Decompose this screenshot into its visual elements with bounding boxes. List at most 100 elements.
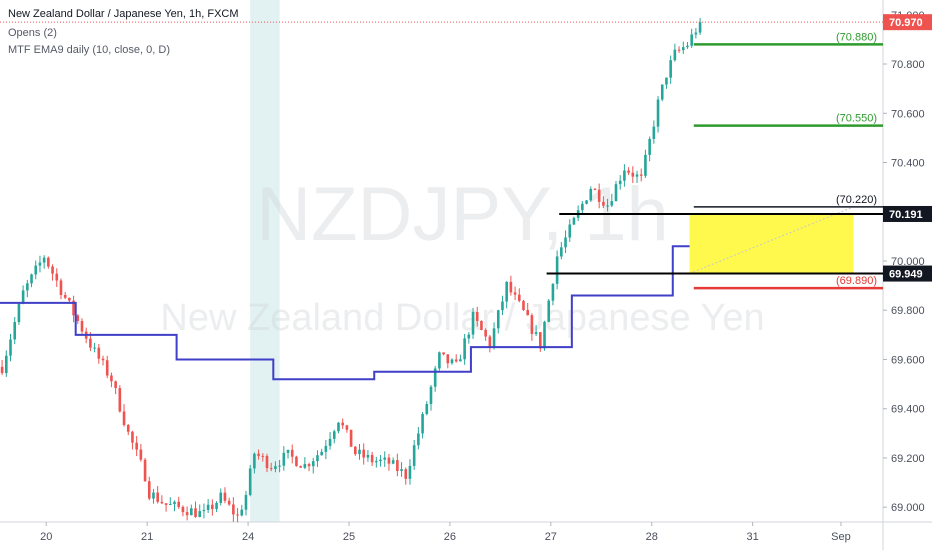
candle-bear[interactable]	[627, 170, 630, 173]
candle-bear[interactable]	[227, 500, 231, 505]
candle-bull[interactable]	[168, 504, 172, 506]
candle-bull[interactable]	[644, 154, 647, 176]
candle-bear[interactable]	[269, 468, 273, 470]
candle-bear[interactable]	[488, 336, 492, 348]
candle-bear[interactable]	[47, 257, 50, 267]
candle-bull[interactable]	[459, 359, 462, 362]
candle-bull[interactable]	[610, 201, 614, 206]
candle-bull[interactable]	[555, 256, 559, 284]
candle-bull[interactable]	[375, 461, 378, 463]
candle-bull[interactable]	[505, 281, 508, 302]
candle-bear[interactable]	[526, 310, 530, 316]
candle-bear[interactable]	[118, 388, 122, 412]
candle-bear[interactable]	[194, 508, 197, 517]
candle-bull[interactable]	[9, 339, 12, 356]
candle-bear[interactable]	[177, 501, 181, 507]
candle-bear[interactable]	[513, 292, 517, 295]
candle-bear[interactable]	[122, 411, 126, 426]
candle-bull[interactable]	[316, 455, 319, 462]
candle-bull[interactable]	[324, 445, 328, 452]
candle-bear[interactable]	[593, 188, 597, 190]
candle-bull[interactable]	[320, 451, 323, 456]
candle-bull[interactable]	[278, 465, 281, 467]
candle-bull[interactable]	[26, 283, 29, 291]
candle-bull[interactable]	[34, 265, 38, 275]
candle-bear[interactable]	[677, 49, 681, 51]
candle-bull[interactable]	[673, 49, 677, 61]
entry-zone[interactable]	[689, 213, 854, 274]
candle-bull[interactable]	[467, 334, 471, 339]
candle-bear[interactable]	[387, 457, 391, 464]
candle-bull[interactable]	[501, 301, 504, 311]
candle-bull[interactable]	[206, 504, 210, 510]
candle-bull[interactable]	[572, 217, 576, 225]
candle-bear[interactable]	[76, 315, 80, 321]
candle-bull[interactable]	[623, 170, 626, 181]
candle-bear[interactable]	[211, 504, 214, 510]
candle-bear[interactable]	[51, 266, 54, 274]
candle-bear[interactable]	[597, 189, 601, 202]
candle-bull[interactable]	[5, 355, 8, 374]
candle-bear[interactable]	[345, 425, 349, 430]
candle-bull[interactable]	[635, 174, 639, 177]
candle-bull[interactable]	[492, 328, 496, 348]
candle-bear[interactable]	[396, 460, 399, 471]
candle-bear[interactable]	[484, 329, 487, 337]
candle-bull[interactable]	[240, 509, 244, 516]
candle-bear[interactable]	[480, 320, 483, 330]
candle-bull[interactable]	[463, 338, 466, 360]
candle-bull[interactable]	[38, 262, 42, 266]
candle-bear[interactable]	[55, 273, 59, 281]
candle-bull[interactable]	[547, 300, 551, 322]
candle-bull[interactable]	[202, 509, 206, 512]
candle-bull[interactable]	[669, 60, 672, 78]
candle-bull[interactable]	[686, 45, 689, 48]
candle-bull[interactable]	[412, 445, 416, 466]
candle-bull[interactable]	[286, 449, 290, 453]
candle-bull[interactable]	[417, 433, 420, 446]
candle-bear[interactable]	[126, 425, 130, 432]
candle-bull[interactable]	[660, 84, 664, 100]
candle-bear[interactable]	[265, 456, 269, 469]
candle-bear[interactable]	[223, 492, 227, 501]
candle-bear[interactable]	[139, 449, 143, 460]
candle-bear[interactable]	[181, 506, 185, 513]
candle-bull[interactable]	[215, 502, 218, 510]
candle-bull[interactable]	[219, 492, 223, 503]
candle-bull[interactable]	[560, 247, 563, 257]
candle-bull[interactable]	[618, 180, 622, 185]
candle-bear[interactable]	[0, 366, 4, 374]
candle-bear[interactable]	[631, 172, 635, 177]
indicator-ema-label[interactable]: MTF EMA9 daily (10, close, 0, D)	[8, 44, 170, 56]
candle-bull[interactable]	[543, 321, 546, 349]
candle-bear[interactable]	[97, 347, 101, 359]
candle-bear[interactable]	[63, 294, 67, 298]
candle-bull[interactable]	[17, 303, 21, 323]
candle-bear[interactable]	[307, 464, 311, 467]
candle-bull[interactable]	[681, 47, 685, 51]
candle-bull[interactable]	[190, 508, 193, 516]
candle-bull[interactable]	[42, 257, 46, 263]
candle-bull[interactable]	[450, 359, 454, 364]
candle-bull[interactable]	[244, 494, 248, 510]
candle-bull[interactable]	[698, 22, 702, 33]
candle-bull[interactable]	[614, 184, 618, 202]
candle-bear[interactable]	[349, 429, 353, 447]
candle-bull[interactable]	[589, 188, 593, 201]
candle-bear[interactable]	[404, 469, 408, 479]
candle-bull[interactable]	[198, 511, 202, 517]
candle-bull[interactable]	[274, 466, 277, 470]
candle-bull[interactable]	[551, 283, 555, 301]
candle-bear[interactable]	[295, 456, 298, 467]
candle-bull[interactable]	[358, 449, 361, 455]
candle-bull[interactable]	[93, 347, 96, 349]
candle-bear[interactable]	[370, 454, 374, 463]
candle-bull[interactable]	[248, 468, 252, 495]
candle-bull[interactable]	[311, 461, 315, 467]
candle-bear[interactable]	[539, 332, 542, 349]
candle-bear[interactable]	[257, 453, 260, 456]
candle-bull[interactable]	[433, 368, 437, 387]
candle-bull[interactable]	[173, 501, 176, 505]
candle-bull[interactable]	[648, 138, 651, 155]
